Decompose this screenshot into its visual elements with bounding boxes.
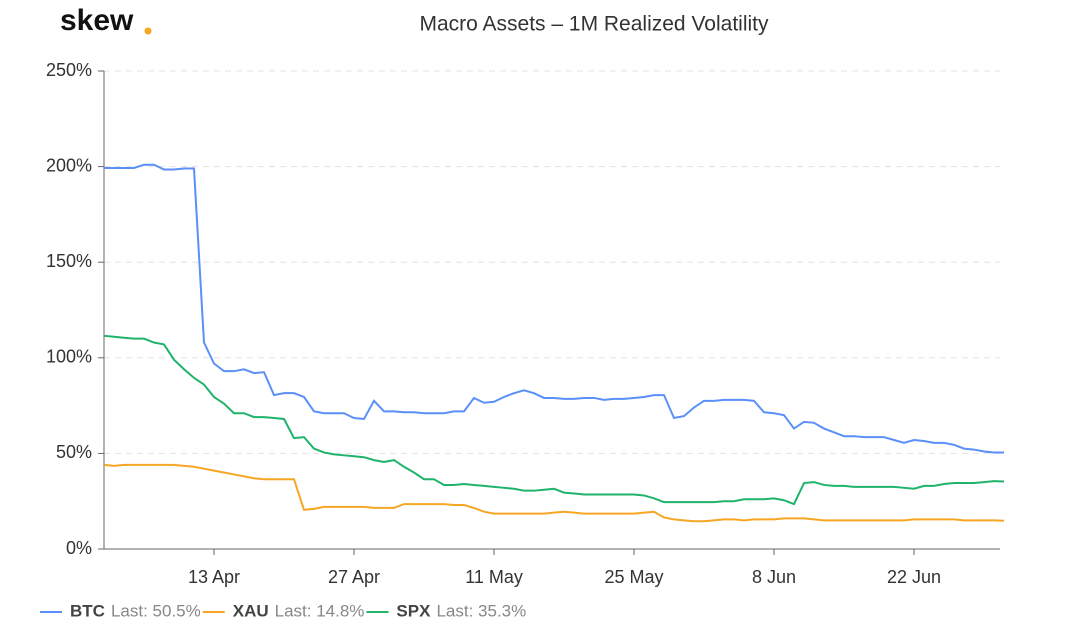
legend-last: Last: 50.5% [111,601,201,620]
y-tick-label: 100% [46,347,92,367]
legend-name: XAU [233,601,269,620]
x-tick-label: 13 Apr [188,567,240,587]
y-tick-label: 50% [56,442,92,462]
legend-last: Last: 35.3% [436,601,526,620]
y-tick-label: 0% [66,538,92,558]
series-line [103,334,1005,506]
y-tick-label: 250% [46,60,92,80]
chart-title: Macro Assets – 1M Realized Volatility [420,13,769,36]
x-tick-label: 25 May [604,567,663,587]
x-tick-label: 8 Jun [752,567,796,587]
series-line [104,163,1004,454]
series-line [103,463,1005,523]
x-tick-label: 27 Apr [328,567,380,587]
x-tick-label: 11 May [465,567,523,587]
legend-last: Last: 14.8% [275,601,365,620]
legend-name: BTC [70,601,105,620]
brand-logo: skew [60,4,134,37]
y-tick-label: 200% [46,155,92,175]
legend-name: SPX [396,601,431,620]
x-tick-label: 22 Jun [887,567,941,587]
brand-dot [144,27,152,35]
y-tick-label: 150% [46,251,92,271]
